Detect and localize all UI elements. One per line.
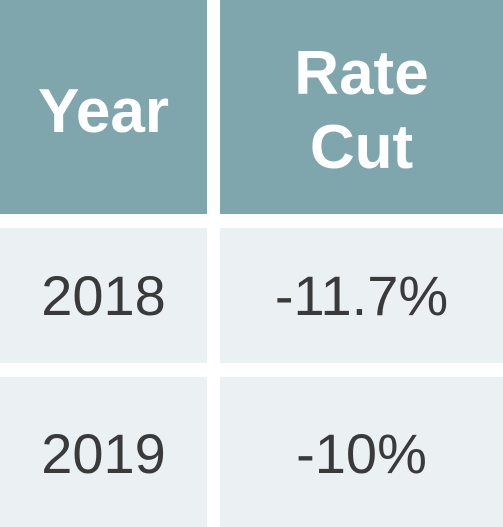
year-value: 2019 [41,422,166,485]
rate-cut-value: -10% [296,422,427,485]
header-rate-cut: Rate Cut [220,0,503,214]
header-rate-cut-line2: Cut [309,113,414,182]
year-value: 2018 [41,264,166,327]
header-year: Year [0,0,207,214]
header-year-label: Year [37,77,170,146]
header-rate-cut-line1: Rate [294,39,429,108]
rate-cut-value: -11.7% [274,264,449,327]
table-row-2019-year: 2019 [0,377,207,527]
table-row-2019-rate-cut: -10% [220,377,503,527]
table-row-2018-year: 2018 [0,228,207,363]
table-row-2018-rate-cut: -11.7% [220,228,503,363]
